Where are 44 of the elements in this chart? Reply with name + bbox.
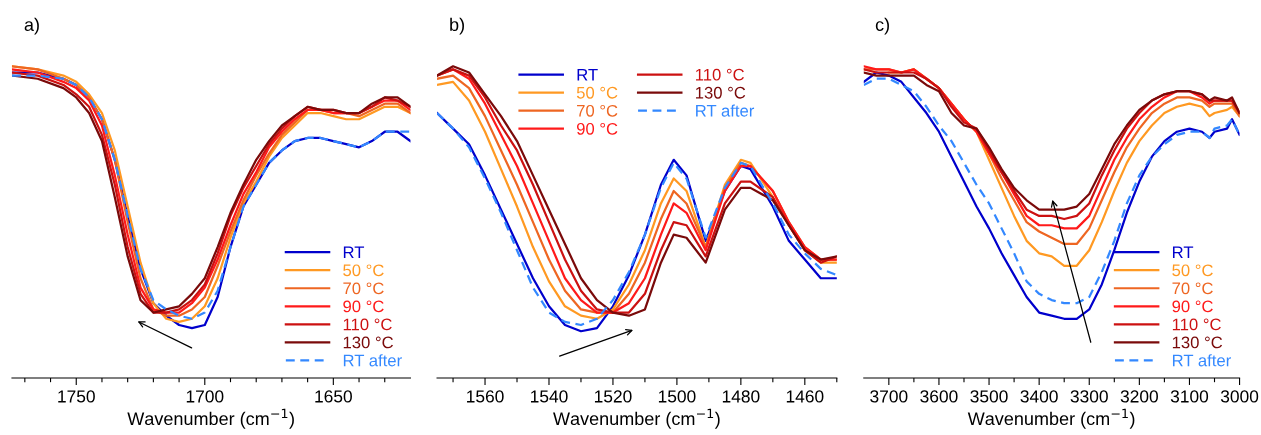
x-tick-label: 1500 xyxy=(658,390,696,403)
legend-label: RT xyxy=(1172,246,1194,258)
x-tick-label: 1560 xyxy=(467,390,504,403)
x-tick-label: 3100 xyxy=(1170,390,1209,403)
x-tick-label: 3200 xyxy=(1120,390,1158,403)
x-tick-label: 3700 xyxy=(870,390,908,403)
x-tick-label: 1750 xyxy=(58,390,95,403)
x-tick-label: 3400 xyxy=(1020,390,1058,403)
legend-label: 90 °C xyxy=(1172,300,1213,313)
x-tick-label: 1520 xyxy=(594,390,632,403)
x-tick-label: 3300 xyxy=(1070,390,1108,403)
x-tick-label: 3000 xyxy=(1220,390,1259,403)
chart-title: b) xyxy=(450,17,464,35)
legend-label: 50 °C xyxy=(576,86,618,99)
legend-label: 90 °C xyxy=(343,300,384,313)
legend-label: 50 °C xyxy=(343,264,384,277)
legend-label: RT xyxy=(577,68,598,81)
legend-label: 130 °C xyxy=(343,336,394,349)
legend-label: 130 °C xyxy=(1172,336,1223,349)
legend-label: 70 °C xyxy=(577,104,618,117)
x-tick-label: 1650 xyxy=(315,390,352,403)
x-tick-label: 3600 xyxy=(920,390,958,403)
legend-label: 130 °C xyxy=(696,86,746,99)
x-tick-label: 1540 xyxy=(531,390,568,403)
legend-label: RT after xyxy=(696,104,755,117)
legend-label: 110 °C xyxy=(343,318,392,331)
legend-label: 70 °C xyxy=(343,282,384,295)
legend-label: 70 °C xyxy=(1172,282,1213,295)
legend-label: RT after xyxy=(1172,354,1231,367)
chart-title: c) xyxy=(875,17,889,35)
legend-label: 110 °C xyxy=(696,68,744,81)
legend-label: 90 °C xyxy=(576,122,618,135)
x-tick-label: 3500 xyxy=(970,390,1008,403)
x-tick-label: 1700 xyxy=(186,390,224,403)
legend-label: 110 °C xyxy=(1172,318,1221,331)
chart-title: a) xyxy=(24,17,39,35)
legend-label: 50 °C xyxy=(1172,264,1213,277)
x-axis-title: Wavenumber (cm$^{−1}$) xyxy=(553,408,720,429)
x-axis-title: Wavenumber (cm$^{−1}$) xyxy=(967,408,1135,429)
x-axis-title: Wavenumber (cm$^{−1}$) xyxy=(127,408,294,429)
legend-label: RT xyxy=(343,246,365,258)
x-tick-label: 1460 xyxy=(786,390,824,403)
legend-label: RT after xyxy=(343,354,402,367)
x-tick-label: 1480 xyxy=(722,390,760,403)
